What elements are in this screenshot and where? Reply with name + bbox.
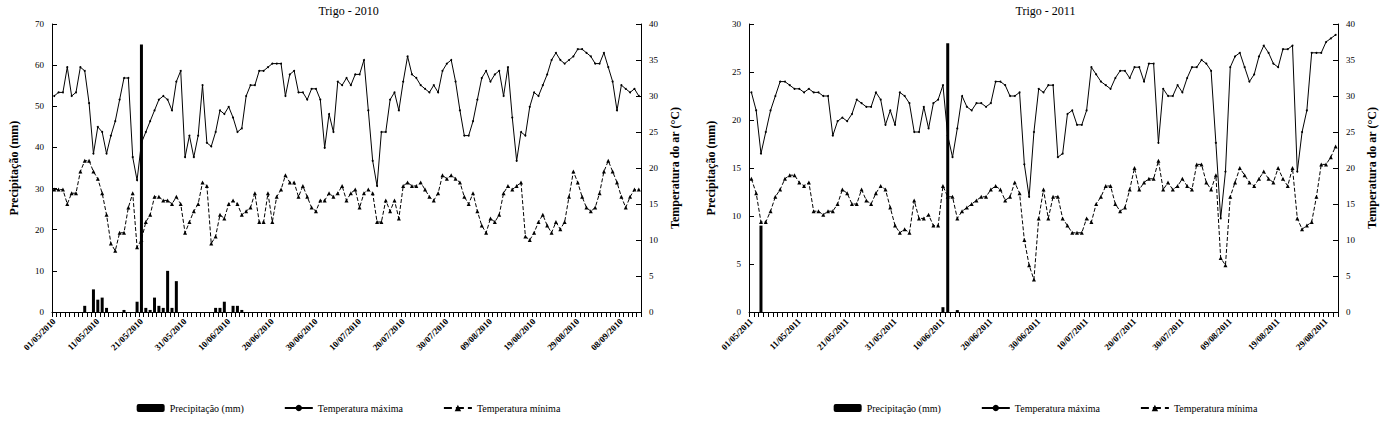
svg-text:Trigo - 2011: Trigo - 2011 [1016, 4, 1076, 18]
svg-text:Precipitação (mm): Precipitação (mm) [704, 121, 718, 216]
svg-text:Temperatura máxima: Temperatura máxima [1015, 403, 1101, 414]
svg-text:30/07/2010: 30/07/2010 [414, 316, 450, 352]
svg-text:35: 35 [649, 55, 659, 65]
svg-text:5: 5 [649, 271, 654, 281]
svg-text:0: 0 [40, 307, 45, 317]
svg-text:20/07/2010: 20/07/2010 [371, 316, 407, 352]
svg-text:25: 25 [732, 67, 742, 77]
svg-text:35: 35 [1346, 55, 1356, 65]
svg-text:20/06/2011: 20/06/2011 [959, 316, 995, 352]
svg-text:25: 25 [649, 127, 659, 137]
svg-text:19/08/2011: 19/08/2011 [1246, 316, 1282, 352]
svg-text:20: 20 [649, 163, 659, 173]
svg-text:15: 15 [649, 199, 659, 209]
svg-text:31/05/2011: 31/05/2011 [863, 316, 899, 352]
svg-text:29/08/2011: 29/08/2011 [1294, 316, 1330, 352]
svg-text:20/07/2011: 20/07/2011 [1102, 316, 1138, 352]
svg-text:10: 10 [649, 235, 659, 245]
svg-text:19/08/2010: 19/08/2010 [502, 316, 538, 352]
svg-text:Temperatura mínima: Temperatura mínima [1174, 403, 1258, 414]
svg-text:30/06/2011: 30/06/2011 [1007, 316, 1043, 352]
svg-text:21/05/2011: 21/05/2011 [815, 316, 851, 352]
svg-text:40: 40 [35, 142, 45, 152]
svg-text:15: 15 [1346, 199, 1356, 209]
svg-text:70: 70 [35, 19, 45, 29]
svg-text:20: 20 [732, 115, 742, 125]
svg-text:30: 30 [649, 91, 659, 101]
svg-text:08/09/2010: 08/09/2010 [589, 316, 625, 352]
svg-text:Precipitação (mm): Precipitação (mm) [170, 403, 244, 415]
svg-text:10/06/2010: 10/06/2010 [196, 316, 232, 352]
svg-text:0: 0 [737, 307, 742, 317]
svg-text:60: 60 [35, 60, 45, 70]
svg-text:29/08/2010: 29/08/2010 [545, 316, 581, 352]
svg-text:Temperatura do ar (°C): Temperatura do ar (°C) [668, 107, 682, 229]
svg-text:Trigo - 2010: Trigo - 2010 [318, 4, 378, 18]
svg-text:10: 10 [35, 266, 45, 276]
svg-text:01/05/2011: 01/05/2011 [719, 316, 755, 352]
svg-text:21/05/2010: 21/05/2010 [109, 316, 145, 352]
svg-text:10/06/2011: 10/06/2011 [911, 316, 947, 352]
svg-text:20: 20 [35, 225, 45, 235]
svg-text:10/07/2010: 10/07/2010 [327, 316, 363, 352]
svg-text:15: 15 [732, 163, 742, 173]
svg-text:11/05/2011: 11/05/2011 [767, 316, 803, 352]
svg-text:09/08/2010: 09/08/2010 [458, 316, 494, 352]
svg-text:Temperatura mínima: Temperatura mínima [477, 403, 561, 414]
svg-text:Precipitação (mm): Precipitação (mm) [7, 121, 21, 216]
svg-text:20/06/2010: 20/06/2010 [240, 316, 276, 352]
svg-text:09/08/2011: 09/08/2011 [1198, 316, 1234, 352]
svg-text:5: 5 [737, 259, 742, 269]
svg-text:0: 0 [1346, 307, 1351, 317]
svg-text:5: 5 [1346, 271, 1351, 281]
svg-text:31/05/2010: 31/05/2010 [153, 316, 189, 352]
svg-text:Temperatura máxima: Temperatura máxima [318, 403, 404, 414]
svg-text:20: 20 [1346, 163, 1356, 173]
svg-text:Temperatura do ar (°C): Temperatura do ar (°C) [1365, 107, 1379, 229]
svg-text:30: 30 [35, 184, 45, 194]
svg-text:30/06/2010: 30/06/2010 [283, 316, 319, 352]
svg-text:0: 0 [649, 307, 654, 317]
svg-text:30: 30 [732, 19, 742, 29]
svg-text:30/07/2011: 30/07/2011 [1150, 316, 1186, 352]
svg-text:01/05/2010: 01/05/2010 [22, 316, 58, 352]
svg-text:10: 10 [732, 211, 742, 221]
svg-text:25: 25 [1346, 127, 1356, 137]
svg-text:10: 10 [1346, 235, 1356, 245]
svg-text:30: 30 [1346, 91, 1356, 101]
svg-text:10/07/2011: 10/07/2011 [1054, 316, 1090, 352]
svg-text:40: 40 [1346, 19, 1356, 29]
svg-text:50: 50 [35, 101, 45, 111]
svg-text:Precipitação (mm): Precipitação (mm) [867, 403, 941, 415]
svg-text:11/05/2010: 11/05/2010 [66, 316, 102, 352]
svg-text:40: 40 [649, 19, 659, 29]
